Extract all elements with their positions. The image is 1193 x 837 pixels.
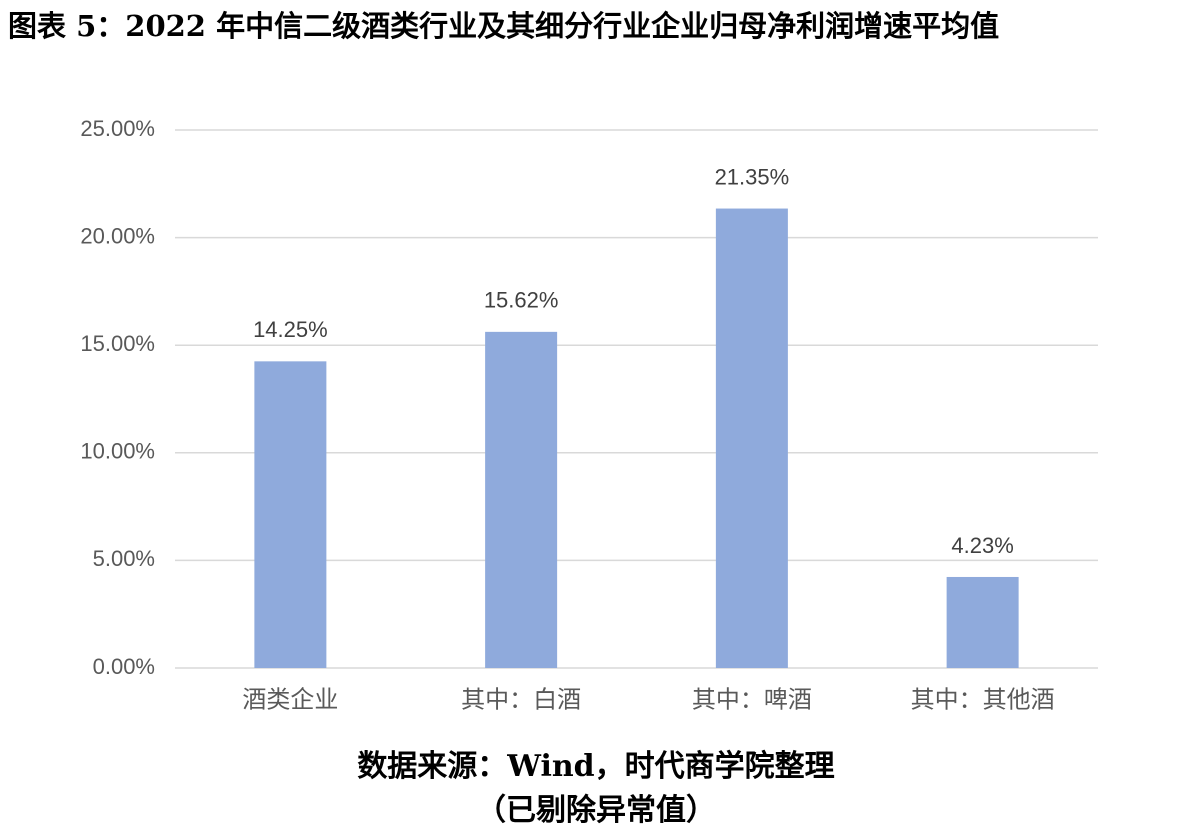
y-tick-label: 25.00% (80, 116, 155, 141)
y-tick-label: 5.00% (93, 546, 155, 571)
data-label: 4.23% (951, 533, 1013, 558)
x-tick-label: 其中：白酒 (461, 686, 581, 713)
data-label: 21.35% (715, 164, 790, 189)
y-tick-label: 10.00% (80, 439, 155, 464)
x-tick-label: 酒类企业 (242, 686, 338, 713)
bar (715, 208, 788, 668)
bar (485, 331, 558, 668)
chart-title: 图表 5：2022 年中信二级酒类行业及其细分行业企业归母净利润增速平均值 (8, 9, 999, 43)
x-tick-label: 其中：其他酒 (911, 686, 1055, 713)
bar (254, 361, 327, 668)
data-label: 14.25% (253, 317, 328, 342)
y-tick-label: 15.00% (80, 331, 155, 356)
y-tick-label: 0.00% (93, 654, 155, 679)
note: （已剔除异常值） (476, 793, 716, 828)
y-tick-label: 20.00% (80, 223, 155, 248)
x-tick-label: 其中：啤酒 (692, 686, 812, 713)
source: 数据来源：Wind，时代商学院整理 (357, 749, 834, 784)
bar (946, 576, 1019, 668)
data-label: 15.62% (484, 288, 559, 313)
